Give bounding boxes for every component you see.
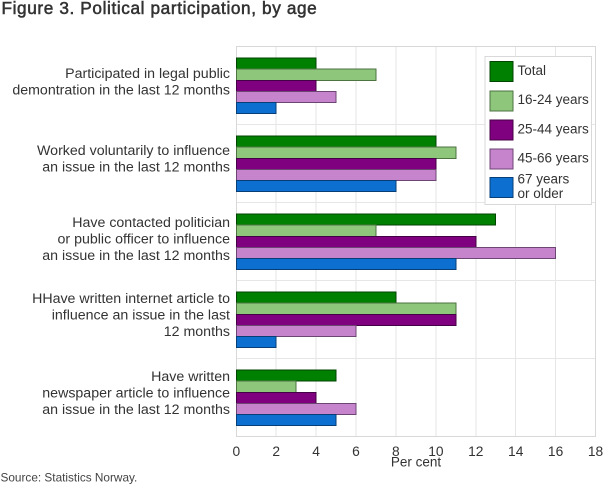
- svg-text:influence an issue in the last: influence an issue in the last: [52, 308, 230, 324]
- svg-text:Have written: Have written: [151, 369, 230, 385]
- svg-text:6: 6: [352, 444, 360, 459]
- svg-text:16-24 years: 16-24 years: [518, 92, 590, 107]
- svg-text:0: 0: [232, 444, 240, 459]
- svg-text:an issue in the last 12 months: an issue in the last 12 months: [42, 248, 230, 264]
- svg-text:HHave written internet article: HHave written internet article to: [32, 291, 230, 307]
- svg-text:or public officer to influence: or public officer to influence: [58, 232, 231, 248]
- svg-text:Figure 3. Political participat: Figure 3. Political participation, by ag…: [2, 0, 318, 18]
- svg-text:Participated in legal public: Participated in legal public: [65, 66, 230, 82]
- svg-text:25-44 years: 25-44 years: [518, 121, 590, 136]
- svg-text:an issue in the last 12 months: an issue in the last 12 months: [42, 402, 230, 418]
- svg-text:18: 18: [588, 444, 604, 459]
- svg-text:12 months: 12 months: [164, 324, 230, 340]
- svg-text:16: 16: [548, 444, 564, 459]
- svg-text:Have contacted politician: Have contacted politician: [72, 215, 230, 231]
- svg-text:67 years: 67 years: [518, 172, 570, 187]
- svg-text:Per cent: Per cent: [391, 455, 442, 470]
- svg-text:14: 14: [508, 444, 524, 459]
- svg-text:or older: or older: [518, 186, 564, 201]
- svg-text:Source: Statistics Norway.: Source: Statistics Norway.: [1, 471, 138, 485]
- svg-text:an issue in the last 12 months: an issue in the last 12 months: [42, 160, 230, 176]
- svg-text:demontration in the last 12 mo: demontration in the last 12 months: [12, 83, 230, 99]
- svg-text:45-66 years: 45-66 years: [518, 151, 590, 166]
- svg-text:Worked voluntarily to influenc: Worked voluntarily to influence: [37, 143, 230, 159]
- svg-text:12: 12: [468, 444, 483, 459]
- svg-text:8: 8: [392, 444, 400, 459]
- svg-text:10: 10: [428, 444, 444, 459]
- svg-text:4: 4: [312, 444, 320, 459]
- svg-text:newspaper article to influence: newspaper article to influence: [42, 386, 230, 402]
- svg-text:2: 2: [272, 444, 280, 459]
- svg-text:Total: Total: [518, 63, 547, 78]
